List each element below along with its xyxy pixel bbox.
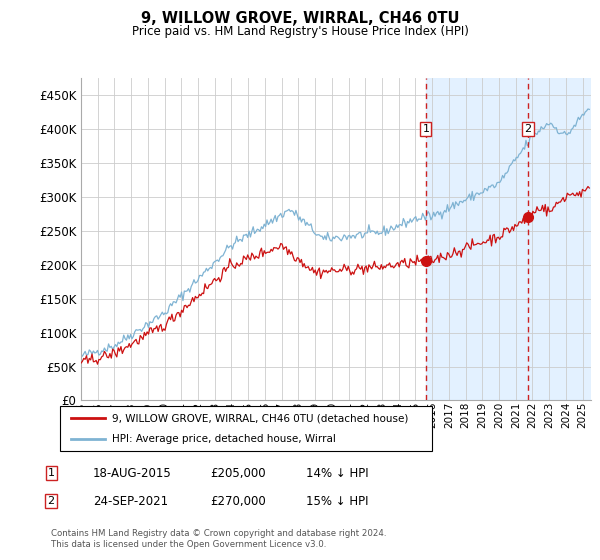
Text: 1: 1 (422, 124, 430, 134)
Text: 1: 1 (47, 468, 55, 478)
Text: 9, WILLOW GROVE, WIRRAL, CH46 0TU (detached house): 9, WILLOW GROVE, WIRRAL, CH46 0TU (detac… (112, 413, 409, 423)
Text: Contains HM Land Registry data © Crown copyright and database right 2024.
This d: Contains HM Land Registry data © Crown c… (51, 529, 386, 549)
Bar (426, 78, 600, 400)
Text: 18-AUG-2015: 18-AUG-2015 (93, 466, 172, 480)
Text: 2: 2 (524, 124, 532, 134)
Text: 2: 2 (47, 496, 55, 506)
Text: 15% ↓ HPI: 15% ↓ HPI (306, 494, 368, 508)
Text: HPI: Average price, detached house, Wirral: HPI: Average price, detached house, Wirr… (112, 433, 336, 444)
Text: 14% ↓ HPI: 14% ↓ HPI (306, 466, 368, 480)
Text: £270,000: £270,000 (210, 494, 266, 508)
Text: 9, WILLOW GROVE, WIRRAL, CH46 0TU: 9, WILLOW GROVE, WIRRAL, CH46 0TU (141, 11, 459, 26)
Text: 24-SEP-2021: 24-SEP-2021 (93, 494, 168, 508)
Text: Price paid vs. HM Land Registry's House Price Index (HPI): Price paid vs. HM Land Registry's House … (131, 25, 469, 38)
FancyBboxPatch shape (60, 406, 432, 451)
Text: £205,000: £205,000 (210, 466, 266, 480)
